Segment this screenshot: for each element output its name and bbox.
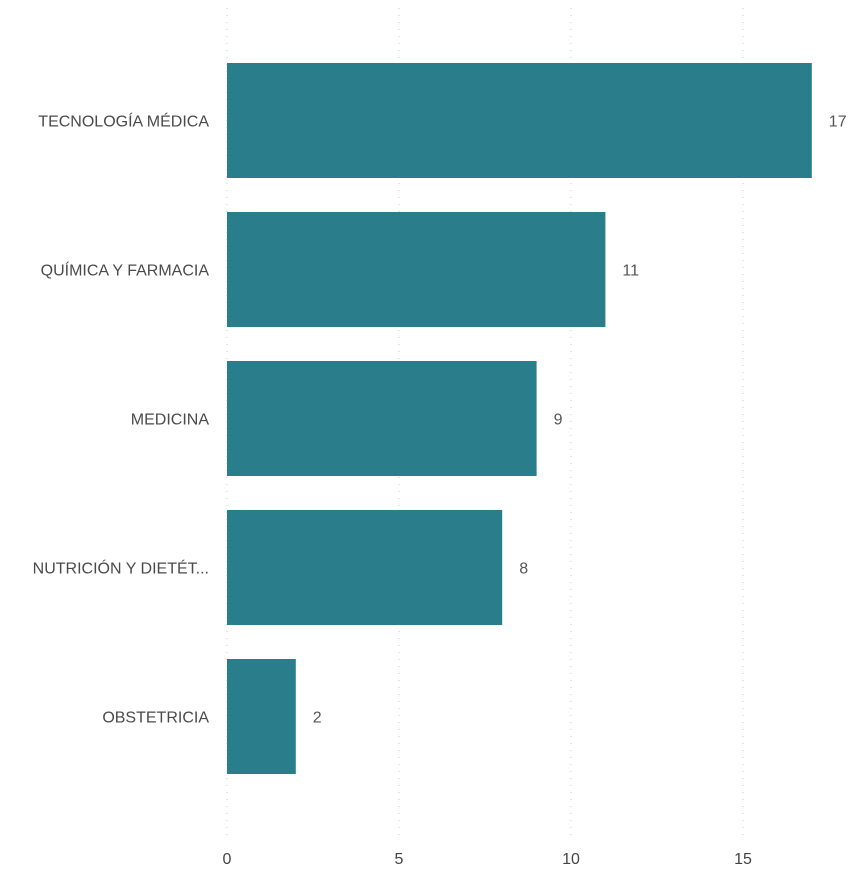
category-label: TECNOLOGÍA MÉDICA bbox=[38, 112, 209, 131]
value-label: 2 bbox=[313, 710, 322, 727]
bar[interactable] bbox=[227, 361, 537, 476]
value-label: 11 bbox=[622, 263, 639, 280]
x-axis-ticks: 0 5 10 15 bbox=[223, 851, 752, 868]
bar[interactable] bbox=[227, 659, 296, 774]
x-tick-label: 0 bbox=[223, 851, 232, 868]
category-label: QUÍMICA Y FARMACIA bbox=[41, 261, 210, 280]
value-label: 9 bbox=[554, 412, 563, 429]
bar[interactable] bbox=[227, 63, 812, 178]
x-tick-label: 5 bbox=[395, 851, 404, 868]
category-labels: TECNOLOGÍA MÉDICA QUÍMICA Y FARMACIA MEDIC… bbox=[33, 112, 210, 727]
bars bbox=[227, 63, 812, 774]
bar[interactable] bbox=[227, 212, 606, 327]
category-label: NUTRICIÓN Y DIETÉT... bbox=[33, 559, 209, 578]
x-tick-label: 10 bbox=[562, 851, 580, 868]
value-label: 17 bbox=[829, 114, 847, 131]
x-tick-label: 15 bbox=[734, 851, 752, 868]
value-label: 8 bbox=[519, 561, 528, 578]
category-label: OBSTETRICIA bbox=[102, 710, 209, 727]
bar[interactable] bbox=[227, 510, 503, 625]
value-labels: 17 11 9 8 2 bbox=[313, 114, 847, 727]
category-label: MEDICINA bbox=[131, 412, 210, 429]
